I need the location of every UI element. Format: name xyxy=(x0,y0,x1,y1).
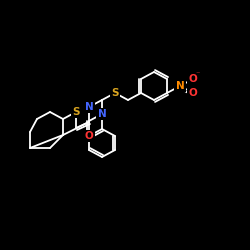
Text: S: S xyxy=(111,88,119,98)
Text: O: O xyxy=(189,88,198,98)
Text: N: N xyxy=(84,102,94,112)
Text: S: S xyxy=(72,107,80,117)
Text: O: O xyxy=(189,74,198,84)
Text: O: O xyxy=(84,131,94,141)
Text: N: N xyxy=(98,109,106,119)
Text: ⁻: ⁻ xyxy=(196,70,200,78)
Text: N: N xyxy=(176,81,184,91)
